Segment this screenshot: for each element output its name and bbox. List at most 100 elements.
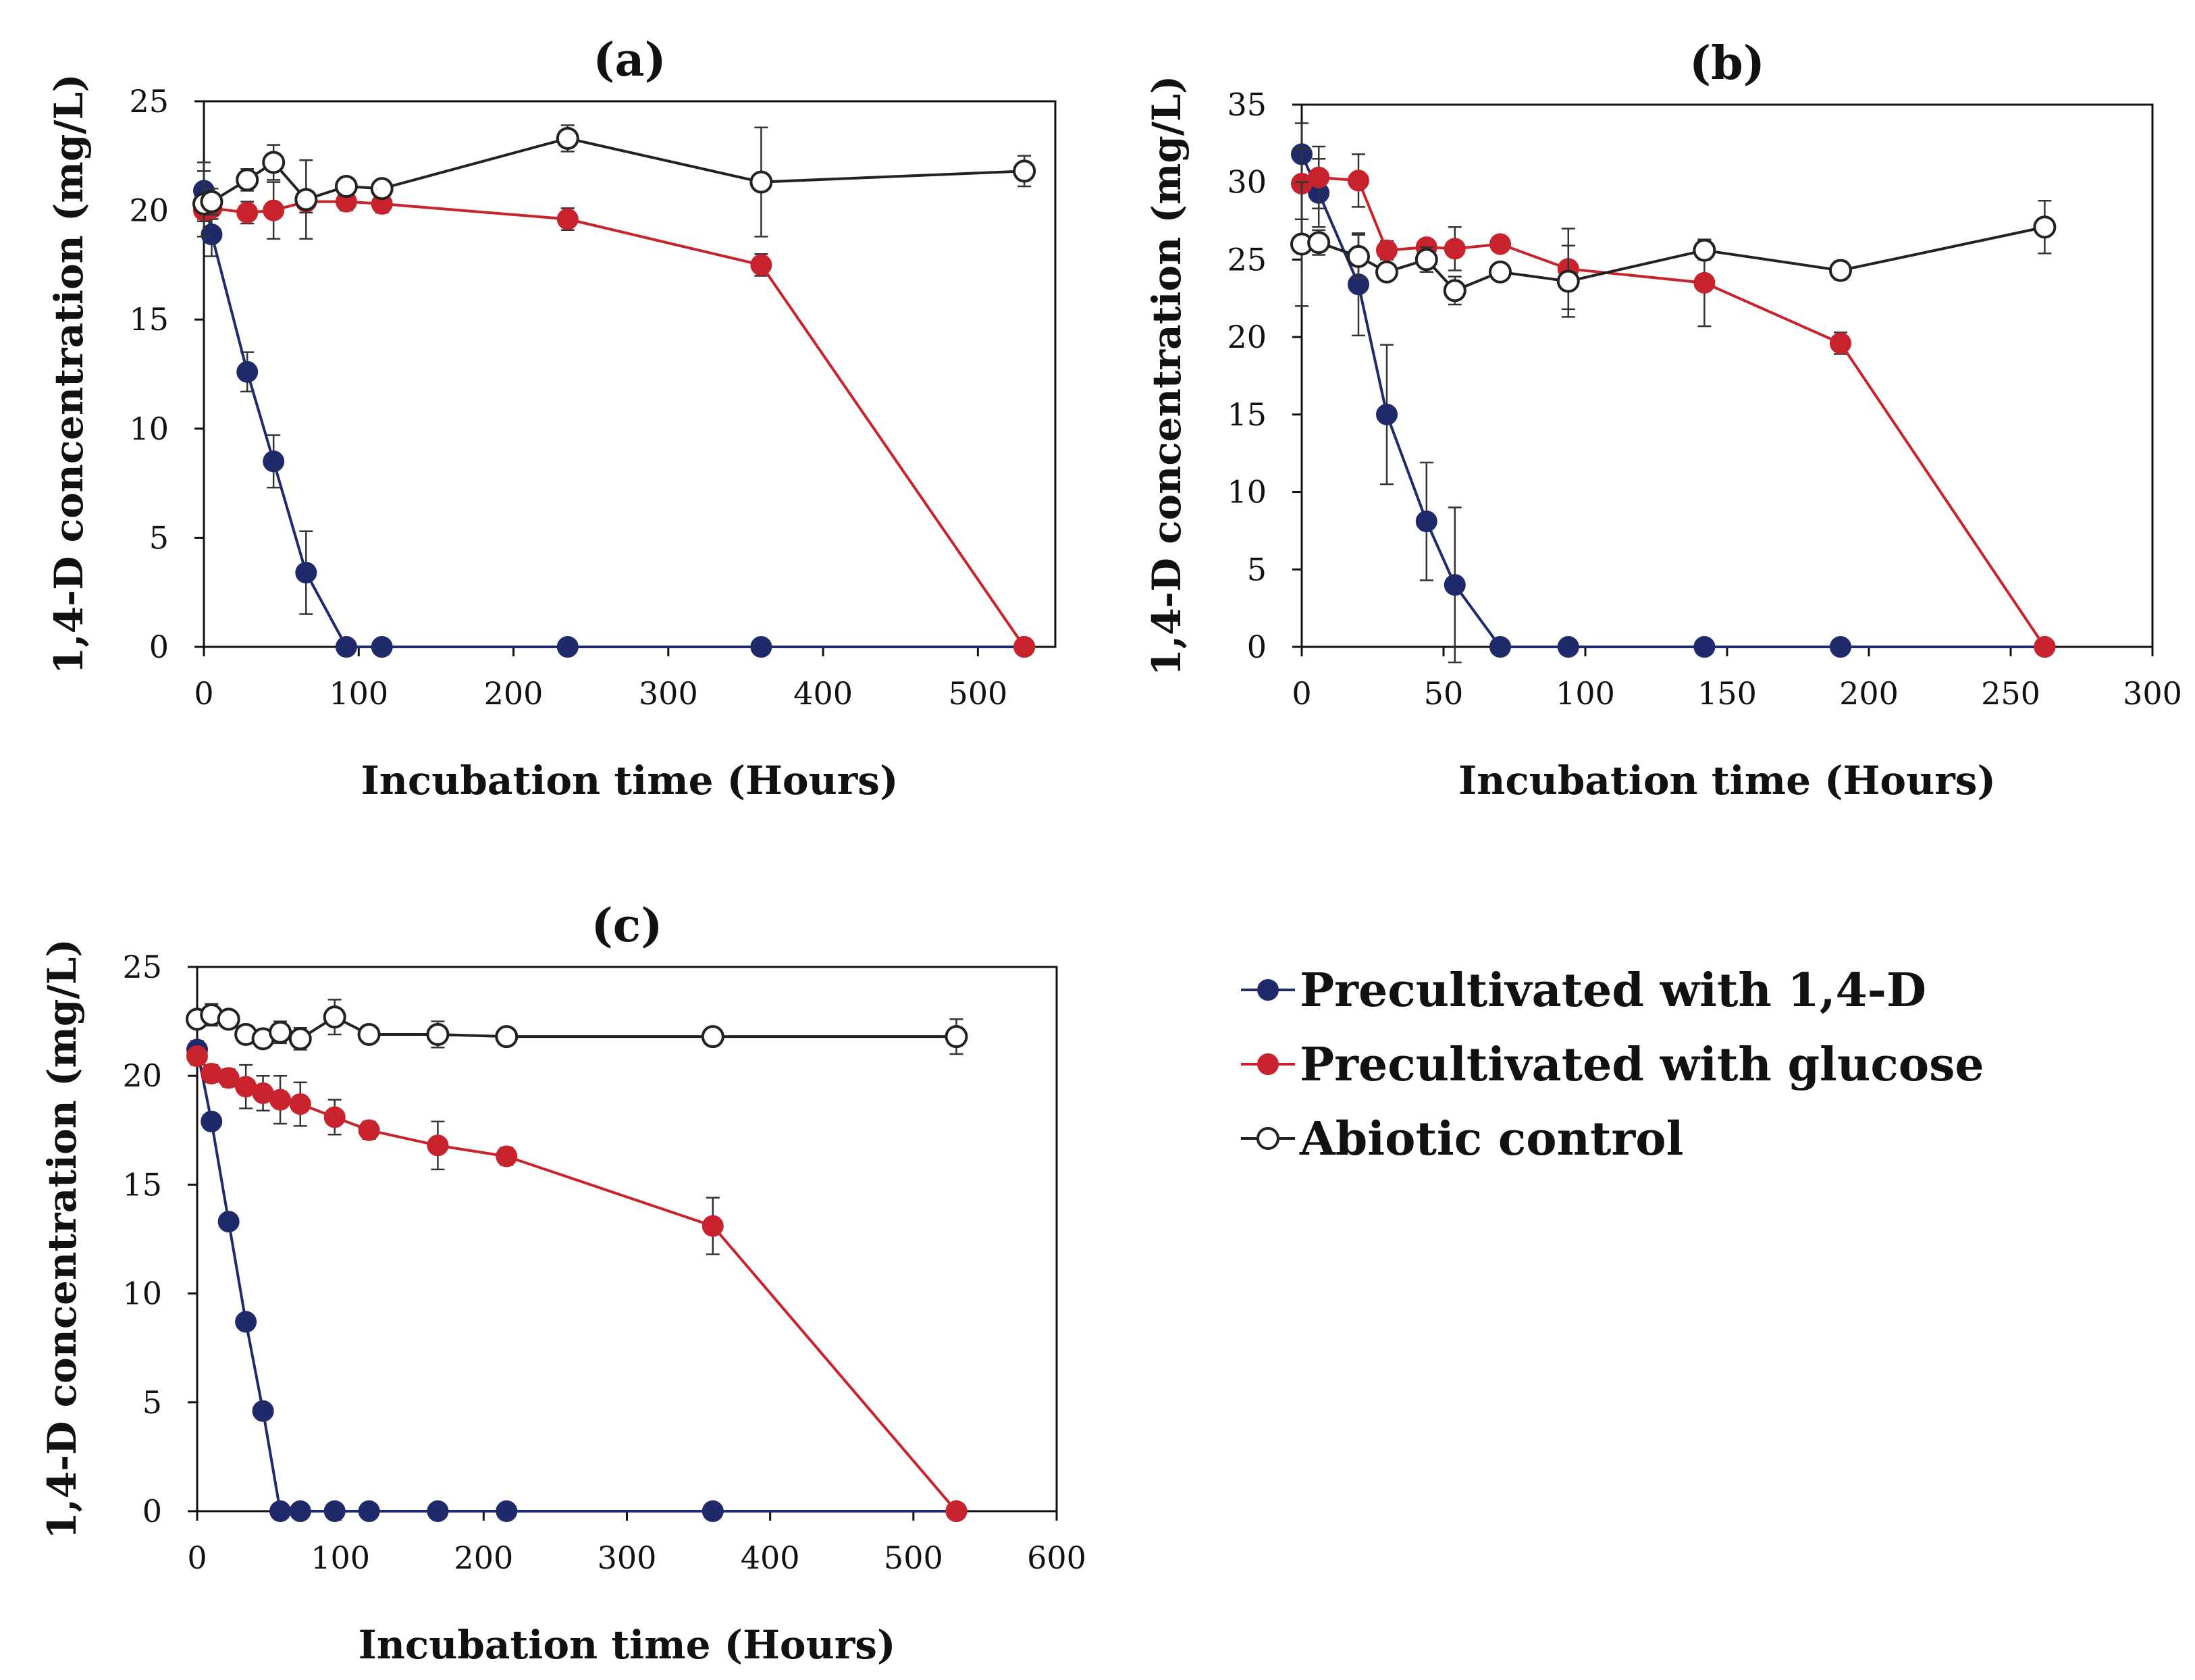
y-axis-label: 1,4-D concentration (mg/L)	[39, 939, 85, 1540]
x-tick-label: 300	[639, 675, 698, 712]
data-point	[701, 1025, 724, 1049]
data-point	[1443, 279, 1466, 303]
y-tick-label: 30	[1227, 164, 1267, 201]
y-tick-label: 10	[129, 411, 169, 447]
data-point	[288, 1027, 312, 1051]
data-point	[702, 1215, 724, 1237]
data-point	[289, 1500, 311, 1522]
x-tick-label: 0	[194, 675, 213, 712]
data-point	[335, 636, 357, 658]
data-point	[235, 1311, 257, 1333]
data-point	[1693, 636, 1716, 658]
data-point	[294, 188, 318, 211]
data-point	[1013, 636, 1036, 658]
data-point	[1415, 510, 1437, 533]
data-point	[334, 175, 358, 199]
data-point	[1489, 260, 1512, 284]
series-precultivated-with-glucose	[193, 181, 1036, 658]
y-tick-label: 20	[122, 1057, 162, 1094]
y-axis-label: 1,4-D concentration (mg/L)	[1144, 76, 1190, 677]
y-tick-label: 0	[142, 1493, 162, 1529]
data-point	[426, 1022, 450, 1046]
panel-title: (a)	[593, 33, 666, 87]
y-tick-label: 0	[149, 629, 169, 665]
data-point	[1307, 231, 1331, 255]
data-point	[1444, 238, 1466, 260]
x-tick-label: 500	[948, 675, 1007, 712]
data-point	[263, 450, 285, 473]
panel-a: (a) 0 100 200 300 400 500 0 5 10 15 20 25 Incubation …	[46, 33, 1057, 804]
data-point	[295, 562, 317, 584]
legend-marker	[1257, 1053, 1279, 1075]
data-point	[1830, 636, 1851, 658]
data-point	[1013, 159, 1036, 183]
x-tick-label: 600	[1027, 1540, 1086, 1576]
data-point	[1375, 260, 1398, 284]
y-tick-label: 0	[1247, 629, 1267, 665]
panel-c: (c) 0 100 200 300 400 500 600 0 5 10 15 20 25 Incubati…	[39, 899, 1086, 1668]
legend-marker	[1257, 979, 1279, 1001]
panel-title: (b)	[1689, 36, 1765, 90]
x-tick-label: 100	[311, 1540, 370, 1576]
data-point	[200, 190, 223, 213]
data-point	[1376, 403, 1398, 425]
x-axis-label: Incubation time (Hours)	[361, 758, 899, 804]
data-point	[201, 224, 223, 246]
data-point	[1489, 233, 1511, 255]
data-point	[236, 168, 259, 192]
data-point	[357, 1022, 381, 1046]
x-axis-label: Incubation time (Hours)	[1458, 758, 1996, 804]
legend-item-precultivated-with-glucose: Precultivated with glucose	[1241, 1038, 1984, 1092]
y-tick-label: 20	[1227, 319, 1267, 355]
legend-label: Precultivated with glucose	[1300, 1038, 1984, 1092]
data-point	[1693, 238, 1716, 262]
data-point	[702, 1500, 724, 1522]
data-point	[495, 1025, 519, 1049]
series-abiotic-control	[1290, 181, 2057, 318]
plot-frame	[203, 100, 1057, 648]
series-line	[1300, 153, 2045, 648]
legend: Precultivated with 1,4-D Precultivated wi…	[1241, 964, 1984, 1166]
data-point	[1414, 248, 1438, 271]
x-tick-label: 300	[2123, 675, 2182, 712]
y-tick-label: 25	[129, 83, 169, 120]
data-point	[945, 1500, 968, 1522]
x-tick-label: 100	[329, 675, 388, 712]
data-point	[1693, 271, 1716, 294]
series-abiotic-control	[192, 124, 1036, 240]
data-point	[217, 1007, 240, 1031]
data-point	[1376, 239, 1398, 261]
panel-title: (c)	[591, 899, 663, 953]
y-tick-label: 35	[1227, 86, 1267, 123]
y-tick-label: 15	[129, 301, 169, 338]
data-point	[496, 1500, 518, 1522]
data-point	[236, 201, 259, 224]
data-point	[323, 1106, 346, 1128]
x-tick-label: 0	[187, 1540, 207, 1576]
x-tick-label: 200	[454, 1540, 513, 1576]
data-point	[358, 1500, 380, 1522]
data-point	[269, 1020, 292, 1044]
series-line	[203, 190, 1025, 648]
series-line	[1301, 176, 2046, 648]
plot-frame	[196, 966, 1058, 1513]
x-tick-label: 50	[1424, 675, 1464, 712]
legend-item-abiotic-control: Abiotic control	[1241, 1112, 1683, 1166]
data-point	[252, 1400, 274, 1422]
data-point	[1830, 332, 1851, 355]
y-tick-label: 15	[122, 1166, 162, 1203]
x-tick-label: 500	[884, 1540, 943, 1576]
series-precultivated-with-1-4-d	[186, 1039, 968, 1522]
data-point	[263, 199, 285, 221]
data-point	[358, 1119, 380, 1141]
data-point	[269, 1088, 292, 1111]
data-point	[1556, 269, 1580, 293]
x-tick-label: 400	[741, 1540, 800, 1576]
y-tick-label: 10	[122, 1276, 162, 1312]
x-tick-label: 250	[1981, 675, 2040, 712]
plot-frame	[1300, 103, 2154, 648]
data-point	[750, 254, 772, 276]
data-point	[289, 1093, 311, 1115]
y-tick-label: 15	[1227, 396, 1267, 433]
data-point	[2033, 215, 2057, 239]
